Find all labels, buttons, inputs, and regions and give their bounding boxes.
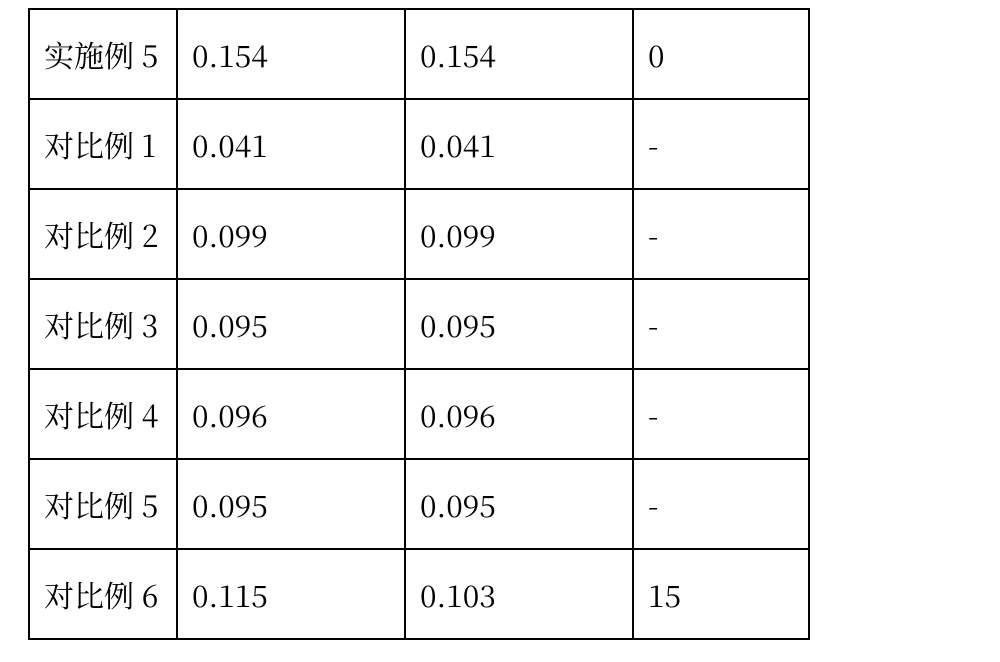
value: 0.154: [178, 36, 404, 72]
value: 0.096: [406, 396, 632, 432]
table-row: 实施例 5 0.154 0.154 0: [29, 9, 809, 99]
value-cell: 0: [633, 9, 809, 99]
value-cell: 0.099: [177, 189, 405, 279]
value-cell: 0.154: [177, 9, 405, 99]
value: -: [634, 306, 808, 342]
value-cell: 0.041: [405, 99, 633, 189]
table-row: 对比例 5 0.095 0.095 -: [29, 459, 809, 549]
row-label-cell: 对比例 3: [29, 279, 177, 369]
value: 0.041: [406, 126, 632, 162]
row-label: 对比例 3: [30, 306, 176, 342]
row-label: 对比例 5: [30, 486, 176, 522]
table-row: 对比例 3 0.095 0.095 -: [29, 279, 809, 369]
row-label-cell: 对比例 6: [29, 549, 177, 639]
value-cell: -: [633, 369, 809, 459]
value-cell: 0.041: [177, 99, 405, 189]
value: 0.103: [406, 576, 632, 612]
value: 0: [634, 36, 808, 72]
row-label: 实施例 5: [30, 36, 176, 72]
value-cell: 0.103: [405, 549, 633, 639]
value-cell: 15: [633, 549, 809, 639]
value: 0.095: [178, 306, 404, 342]
row-label-cell: 实施例 5: [29, 9, 177, 99]
value: 15: [634, 576, 808, 612]
value-cell: 0.115: [177, 549, 405, 639]
value-cell: 0.096: [177, 369, 405, 459]
value-cell: 0.095: [405, 459, 633, 549]
value: 0.115: [178, 576, 404, 612]
row-label: 对比例 6: [30, 576, 176, 612]
value: 0.096: [178, 396, 404, 432]
value-cell: 0.096: [405, 369, 633, 459]
value: -: [634, 486, 808, 522]
value: 0.154: [406, 36, 632, 72]
value: 0.095: [406, 306, 632, 342]
value: 0.099: [178, 216, 404, 252]
row-label: 对比例 1: [30, 126, 176, 162]
row-label: 对比例 4: [30, 396, 176, 432]
value: 0.095: [406, 486, 632, 522]
value: -: [634, 396, 808, 432]
value-cell: 0.095: [405, 279, 633, 369]
page: 实施例 5 0.154 0.154 0 对比例 1 0.041 0.041 - …: [0, 0, 1000, 662]
table-body: 实施例 5 0.154 0.154 0 对比例 1 0.041 0.041 - …: [29, 9, 809, 639]
value: 0.095: [178, 486, 404, 522]
value: -: [634, 126, 808, 162]
value-cell: -: [633, 189, 809, 279]
value-cell: 0.154: [405, 9, 633, 99]
value-cell: 0.095: [177, 279, 405, 369]
data-table: 实施例 5 0.154 0.154 0 对比例 1 0.041 0.041 - …: [28, 8, 810, 640]
value: 0.041: [178, 126, 404, 162]
row-label-cell: 对比例 5: [29, 459, 177, 549]
value-cell: -: [633, 99, 809, 189]
row-label: 对比例 2: [30, 216, 176, 252]
value: 0.099: [406, 216, 632, 252]
value-cell: 0.099: [405, 189, 633, 279]
row-label-cell: 对比例 1: [29, 99, 177, 189]
row-label-cell: 对比例 2: [29, 189, 177, 279]
value-cell: -: [633, 279, 809, 369]
value-cell: -: [633, 459, 809, 549]
table-row: 对比例 1 0.041 0.041 -: [29, 99, 809, 189]
table-row: 对比例 6 0.115 0.103 15: [29, 549, 809, 639]
value-cell: 0.095: [177, 459, 405, 549]
table-row: 对比例 4 0.096 0.096 -: [29, 369, 809, 459]
table-row: 对比例 2 0.099 0.099 -: [29, 189, 809, 279]
row-label-cell: 对比例 4: [29, 369, 177, 459]
value: -: [634, 216, 808, 252]
